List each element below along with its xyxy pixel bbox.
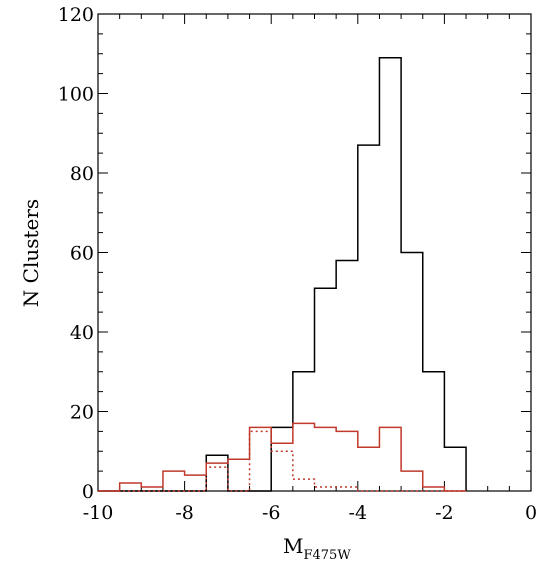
x-tick-label: -6	[262, 502, 281, 524]
y-tick-label: 120	[58, 4, 94, 26]
histogram-series	[98, 56, 467, 492]
histogram-series-1	[98, 56, 467, 492]
axis-ticks	[97, 13, 532, 492]
x-tick-label: -2	[435, 502, 454, 524]
histogram-series-2	[98, 422, 467, 492]
y-tick-label: 20	[70, 402, 94, 424]
histogram-series-3	[98, 430, 467, 492]
x-axis-title-subscript: F475W	[303, 548, 351, 563]
y-axis-title: N Clusters	[19, 199, 43, 307]
y-tick-label: 40	[70, 322, 94, 344]
plot-frame	[97, 13, 532, 492]
y-tick-label: 60	[70, 243, 94, 265]
x-axis-title-main: M	[283, 534, 303, 558]
y-tick-label: 80	[70, 163, 94, 185]
y-tick-label: 100	[58, 84, 94, 106]
y-tick-label: 0	[82, 481, 94, 503]
x-tick-label: -4	[349, 502, 368, 524]
axis-tick-labels: -10 -8 -6 -4 -2 0 0 20 40 60 80 100 120	[58, 4, 537, 524]
x-axis-title: MF475W	[283, 534, 351, 563]
x-tick-label: -8	[175, 502, 194, 524]
x-tick-label: 0	[525, 502, 537, 524]
x-tick-label: -10	[83, 502, 114, 524]
